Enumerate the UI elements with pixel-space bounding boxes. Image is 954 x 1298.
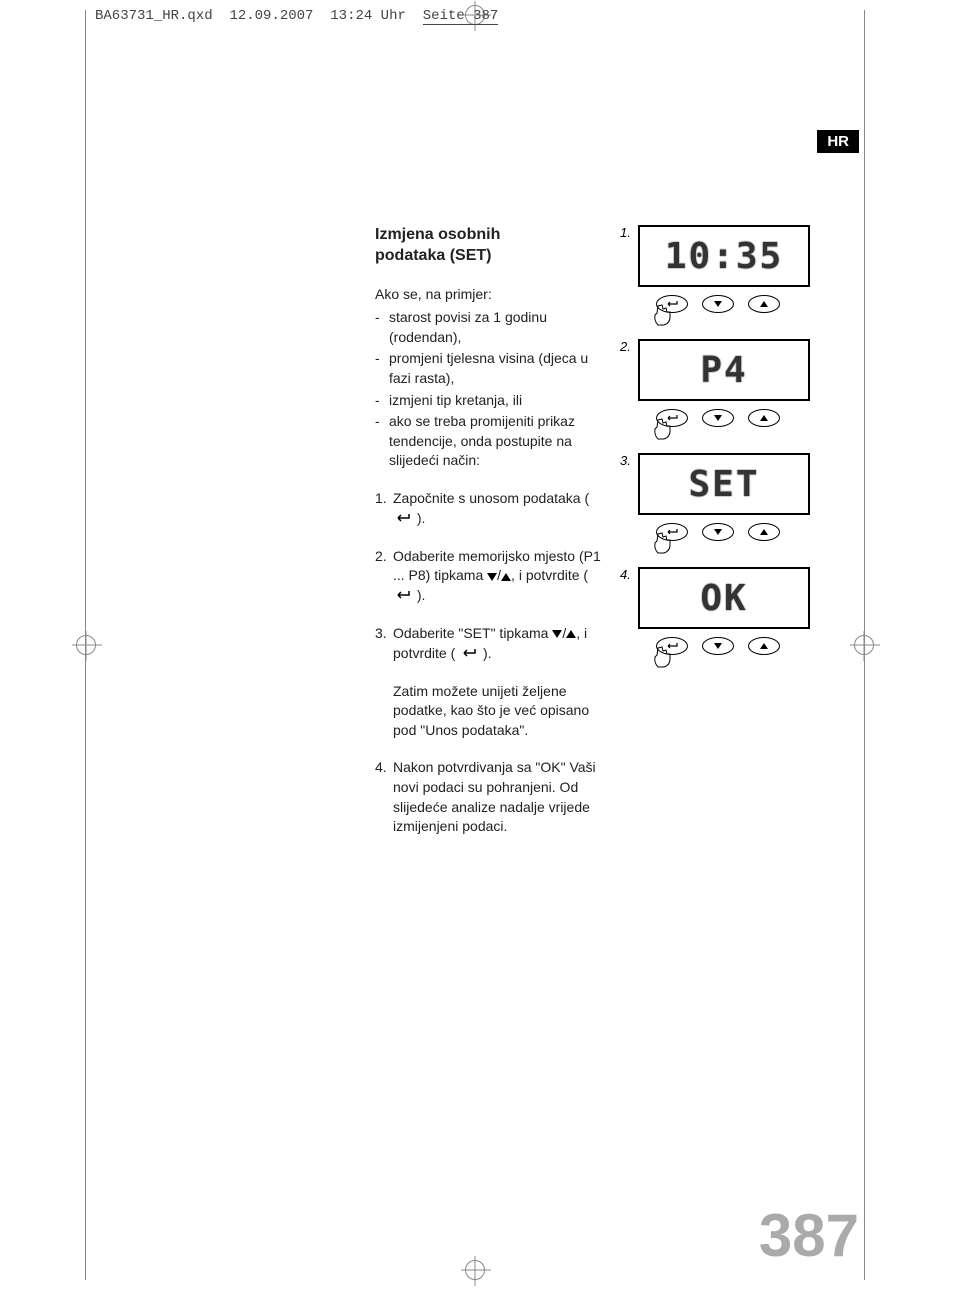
triangle-down-icon <box>487 573 497 581</box>
triangle-up-icon <box>501 573 511 581</box>
hand-pointer-icon <box>650 645 676 671</box>
step-number: 3. <box>375 624 387 644</box>
step-1: 1. Započnite s unosom podataka ( ). <box>375 489 610 529</box>
page-number: 387 <box>759 1201 859 1270</box>
enter-button-wrap <box>656 523 688 541</box>
down-button <box>702 295 734 313</box>
enter-button-wrap <box>656 637 688 655</box>
lcd-text: SET <box>688 464 759 505</box>
diagram-4: 4. OK <box>638 567 838 655</box>
enter-icon <box>461 644 477 664</box>
header-page: Seite 387 <box>423 8 499 25</box>
down-button <box>702 523 734 541</box>
diagrams-column: 1. 10:35 2. P4 3. SET <box>638 225 838 681</box>
diagram-number: 1. <box>620 225 631 240</box>
diagram-number: 4. <box>620 567 631 582</box>
print-header: BA63731_HR.qxd 12.09.2007 13:24 Uhr Seit… <box>95 8 498 24</box>
button-row <box>638 409 838 427</box>
bullet-item: izmjeni tip kretanja, ili <box>375 391 610 411</box>
enter-button-wrap <box>656 409 688 427</box>
bullet-item: starost povisi za 1 godinu (rodendan), <box>375 308 610 347</box>
step-number: 2. <box>375 547 387 567</box>
crop-mark-bottom <box>465 1260 485 1280</box>
lcd-text: OK <box>700 578 747 619</box>
title-line-1: Izmjena osobnih <box>375 226 500 243</box>
lcd-display: P4 <box>638 339 810 401</box>
step-3: 3. Odaberite "SET" tipkama /, i potvrdit… <box>375 624 610 664</box>
step-2: 2. Odaberite memorijsko mjesto (P1 ... P… <box>375 547 610 606</box>
intro-text: Ako se, na primjer: <box>375 285 610 305</box>
lcd-display: OK <box>638 567 810 629</box>
hand-pointer-icon <box>650 303 676 329</box>
up-button <box>748 295 780 313</box>
step-text: Odaberite "SET" tipkama <box>393 625 552 641</box>
up-button <box>748 409 780 427</box>
step-text: ). <box>413 587 425 603</box>
hand-pointer-icon <box>650 531 676 557</box>
title-line-2: podataka (SET) <box>375 247 491 264</box>
diagram-number: 3. <box>620 453 631 468</box>
step-text: Započnite s unosom podataka ( <box>393 490 589 506</box>
crop-mark-right <box>854 635 874 655</box>
body-content: Izmjena osobnih podataka (SET) Ako se, n… <box>375 225 610 855</box>
diagram-1: 1. 10:35 <box>638 225 838 313</box>
language-badge: HR <box>817 130 859 153</box>
enter-icon <box>395 586 411 606</box>
enter-icon <box>395 509 411 529</box>
section-title: Izmjena osobnih podataka (SET) <box>375 225 610 267</box>
up-button <box>748 523 780 541</box>
hand-pointer-icon <box>650 417 676 443</box>
step-number: 4. <box>375 758 387 778</box>
lcd-text: P4 <box>700 350 747 391</box>
diagram-3: 3. SET <box>638 453 838 541</box>
triangle-up-icon <box>566 630 576 638</box>
triangle-down-icon <box>552 630 562 638</box>
up-button <box>748 637 780 655</box>
diagram-number: 2. <box>620 339 631 354</box>
header-filename: BA63731_HR.qxd <box>95 8 213 24</box>
step-4: 4. Nakon potvrdivanja sa "OK" Vaši novi … <box>375 758 610 836</box>
header-time: 13:24 Uhr <box>330 8 406 24</box>
lcd-display: SET <box>638 453 810 515</box>
down-button <box>702 409 734 427</box>
button-row <box>638 637 838 655</box>
bullet-item: ako se treba promijeniti prikaz tendenci… <box>375 412 610 471</box>
lcd-text: 10:35 <box>665 236 783 277</box>
step-text: Nakon potvrdivanja sa "OK" Vaši novi pod… <box>393 759 596 834</box>
step-text: ). <box>479 645 491 661</box>
header-date: 12.09.2007 <box>229 8 313 24</box>
bullet-item: promjeni tjelesna visina (djeca u fazi r… <box>375 349 610 388</box>
crop-mark-left <box>76 635 96 655</box>
enter-button-wrap <box>656 295 688 313</box>
button-row <box>638 295 838 313</box>
down-button <box>702 637 734 655</box>
bullet-list: starost povisi za 1 godinu (rodendan), p… <box>375 308 610 471</box>
step-number: 1. <box>375 489 387 509</box>
button-row <box>638 523 838 541</box>
step-text: , i potvrdite ( <box>511 567 588 583</box>
step-3-continuation: Zatim možete unijeti željene podatke, ka… <box>375 682 610 741</box>
lcd-display: 10:35 <box>638 225 810 287</box>
step-text-after: ). <box>413 510 425 526</box>
diagram-2: 2. P4 <box>638 339 838 427</box>
